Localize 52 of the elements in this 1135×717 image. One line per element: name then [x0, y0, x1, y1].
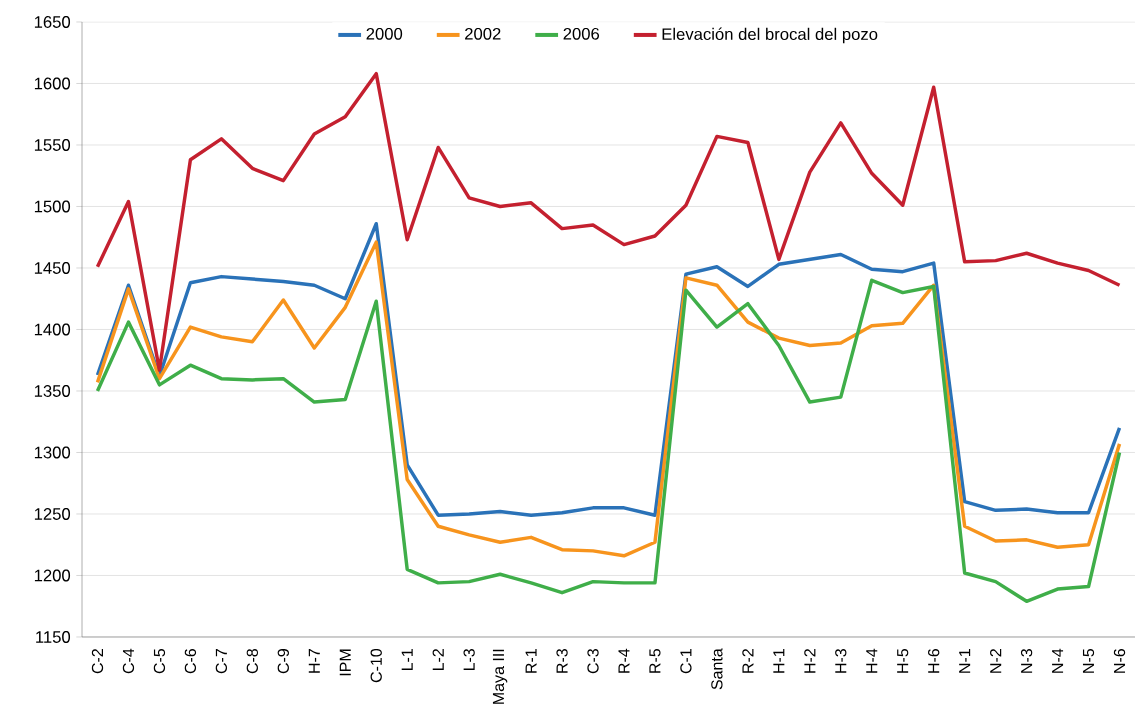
x-tick-label: H-1 [773, 649, 785, 673]
x-tick-label: C-10 [370, 648, 382, 683]
y-tick-label: 1550 [34, 139, 71, 151]
x-tick-label: H-7 [308, 649, 320, 673]
x-tick-label: H-3 [835, 648, 847, 673]
x-tick-label: C-5 [153, 648, 166, 674]
x-tick-label: N-4 [1052, 648, 1064, 673]
legend-label: 2000 [366, 27, 403, 40]
x-tick-label: L-1 [401, 649, 413, 671]
x-tick-label: H-6 [928, 648, 940, 673]
y-tick-label: 1450 [34, 262, 71, 274]
y-tick-label: 1400 [34, 323, 71, 336]
y-tick-label: 1150 [36, 631, 71, 643]
x-tick-label: IPM [339, 649, 351, 676]
y-tick-label: 1200 [34, 569, 71, 582]
legend-label: Elevación del brocal del pozo [662, 27, 878, 44]
y-tick-label: 1350 [34, 385, 71, 397]
y-tick-label: 1250 [34, 508, 71, 520]
x-tick-label: Maya III [492, 649, 508, 704]
x-tick-label: C-3 [587, 648, 599, 674]
x-tick-label: C-7 [215, 649, 228, 674]
x-tick-label: N-1 [959, 649, 971, 673]
x-tick-label: Santa [711, 648, 723, 690]
x-tick-label: C-8 [246, 648, 258, 674]
x-tick-label: R-5 [649, 648, 661, 673]
x-tick-label: R-3 [556, 648, 568, 673]
y-tick-label: 1300 [34, 446, 71, 459]
x-tick-label: H-2 [804, 649, 816, 673]
line-series [95, 71, 1122, 372]
legend-label: 2006 [563, 27, 600, 40]
x-tick-label: R-4 [618, 648, 630, 673]
x-tick-label: C-1 [680, 649, 692, 674]
x-tick-label: H-4 [866, 648, 878, 673]
x-tick-label: N-5 [1082, 648, 1095, 673]
line-series [95, 240, 1122, 558]
legend-label: 2002 [465, 27, 501, 40]
y-tick-label: 1600 [34, 77, 71, 90]
x-tick-label: N-2 [990, 649, 1002, 673]
line-series [95, 278, 1122, 604]
x-tick-label: C-6 [184, 648, 197, 674]
x-tick-label: C-9 [277, 649, 289, 674]
x-tick-label: L-2 [432, 649, 444, 671]
x-tick-label: R-2 [742, 649, 754, 673]
x-tick-label: H-5 [897, 648, 909, 673]
x-tick-label: N-6 [1113, 648, 1126, 673]
x-tick-label: R-1 [525, 649, 537, 673]
y-tick-label: 1650 [34, 16, 71, 28]
x-tick-label: L-3 [463, 648, 475, 671]
x-tick-label: C-4 [122, 648, 135, 674]
y-tick-label: 1500 [34, 200, 71, 213]
x-tick-label: C-2 [91, 649, 104, 674]
x-tick-label: N-3 [1020, 648, 1033, 673]
